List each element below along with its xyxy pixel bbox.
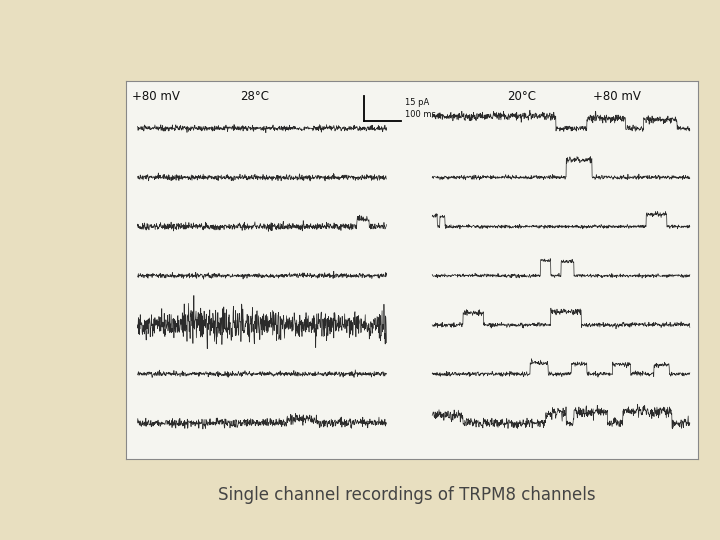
Text: Single channel recordings of TRPM8 channels: Single channel recordings of TRPM8 chann… — [218, 486, 595, 504]
Text: +80 mV: +80 mV — [132, 90, 179, 104]
Text: +80 mV: +80 mV — [593, 90, 640, 104]
Text: 20°C: 20°C — [507, 90, 536, 104]
Text: 15 pA
100 ms: 15 pA 100 ms — [405, 98, 436, 119]
Text: 28°C: 28°C — [240, 90, 269, 104]
